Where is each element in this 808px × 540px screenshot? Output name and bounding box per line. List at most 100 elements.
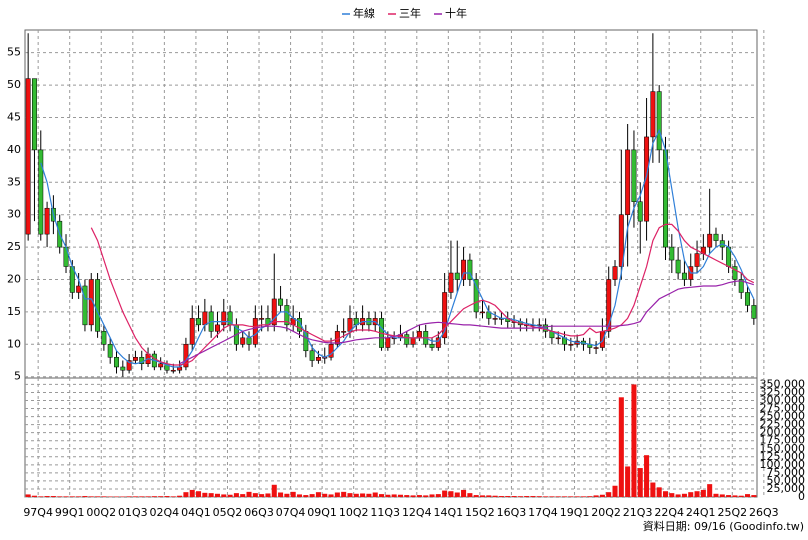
x-tick-label: 17Q4 (528, 506, 558, 519)
volume-bar (303, 495, 309, 497)
x-tick-label: 25Q2 (717, 506, 747, 519)
candle-body (215, 324, 220, 332)
volume-bar (448, 491, 454, 497)
candle-body (120, 366, 126, 371)
volume-bar (372, 492, 378, 497)
y-tick-label: 10 (7, 337, 21, 350)
x-tick-label: 24Q1 (686, 506, 716, 519)
volume-bar (713, 493, 719, 497)
volume-bar (158, 496, 164, 497)
candle-body (271, 298, 277, 326)
candle-body (448, 272, 454, 293)
x-tick-label: 19Q1 (560, 506, 590, 519)
y-tick-label: 15 (7, 305, 21, 318)
volume-bar (625, 466, 631, 497)
candle-body (158, 363, 164, 368)
volume-bar (296, 494, 303, 497)
volume-bar (309, 494, 315, 497)
volume-bar (265, 493, 271, 497)
volume-bar (44, 496, 50, 497)
volume-bar (612, 485, 618, 497)
legend-label: 十年 (445, 6, 467, 20)
candle-body (713, 233, 719, 241)
volume-bar (423, 495, 429, 497)
candle-body (416, 331, 422, 339)
volume-bar (38, 496, 44, 497)
candle-body (328, 344, 334, 358)
candle-body (593, 347, 599, 349)
x-tick-label: 97Q4 (23, 506, 53, 519)
y2-tick-label: 50,000 (767, 474, 806, 487)
volume-bar (536, 496, 542, 497)
volume-bar (246, 491, 252, 497)
y-tick-label: 5 (14, 370, 21, 383)
volume-bar (379, 494, 385, 497)
x-tick-label: 05Q2 (213, 506, 243, 519)
candle-body (675, 259, 681, 274)
volume-bar (618, 397, 624, 497)
volume-bar (69, 496, 75, 497)
candle-body (196, 318, 201, 326)
candle-body (429, 344, 435, 348)
candle-body (606, 279, 612, 332)
volume-bar (360, 493, 366, 497)
candle-body (259, 318, 265, 320)
volume-bar (410, 495, 416, 497)
volume-bar (353, 493, 359, 497)
x-tick-label: 11Q3 (370, 506, 400, 519)
candle-body (492, 318, 498, 320)
candle-body (341, 331, 347, 333)
volume-bar (429, 494, 435, 497)
candle-body (467, 259, 473, 280)
y2-tick-label: 275,000 (760, 402, 806, 415)
candle-body (38, 149, 44, 235)
y2-tick-label: 350,000 (760, 377, 806, 390)
volume-bar (650, 482, 656, 497)
volume-bar (88, 496, 94, 497)
y2-tick-label: 25,000 (767, 482, 806, 495)
volume-bar (587, 496, 593, 497)
volume-bar (732, 495, 738, 497)
candle-body (644, 136, 650, 222)
candle-body (599, 331, 605, 348)
candle-body (751, 305, 757, 319)
candle-body (132, 357, 138, 361)
x-tick-label: 14Q1 (433, 506, 463, 519)
y-tick-label: 40 (7, 143, 21, 156)
volume-bar (271, 484, 277, 497)
volume-bar (681, 493, 687, 497)
ma-line (179, 280, 754, 365)
volume-bar (50, 496, 56, 497)
volume-bar (694, 491, 700, 497)
candle-body (681, 272, 687, 280)
volume-bar (543, 496, 549, 497)
volume-bar (101, 496, 107, 497)
volume-bar (189, 489, 195, 497)
volume-bar (524, 496, 530, 497)
x-tick-label: 07Q4 (276, 506, 306, 519)
candle-body (183, 344, 189, 368)
volume-bar (284, 493, 290, 497)
candle-body (707, 233, 713, 248)
volume-bar (366, 493, 372, 497)
x-tick-label: 02Q4 (150, 506, 180, 519)
candle-body (44, 207, 50, 235)
volume-bar (170, 496, 176, 497)
candle-body (663, 149, 668, 248)
volume-bar (416, 495, 422, 497)
x-tick-label: 12Q4 (402, 506, 432, 519)
y-tick-label: 45 (7, 110, 21, 123)
candle-body (612, 266, 618, 280)
candle-body (32, 78, 37, 151)
y2-tick-label: 200,000 (760, 426, 806, 439)
x-tick-label: 04Q1 (181, 506, 211, 519)
volume-bar (435, 494, 441, 497)
x-tick-label: 26Q3 (749, 506, 779, 519)
candle-body (404, 334, 410, 345)
x-tick-label: 09Q1 (307, 506, 337, 519)
volume-bar (328, 494, 334, 497)
y2-tick-label: 0 (798, 490, 805, 503)
ma-line (90, 223, 755, 366)
candle-body (246, 337, 252, 345)
volume-bar (568, 496, 574, 497)
